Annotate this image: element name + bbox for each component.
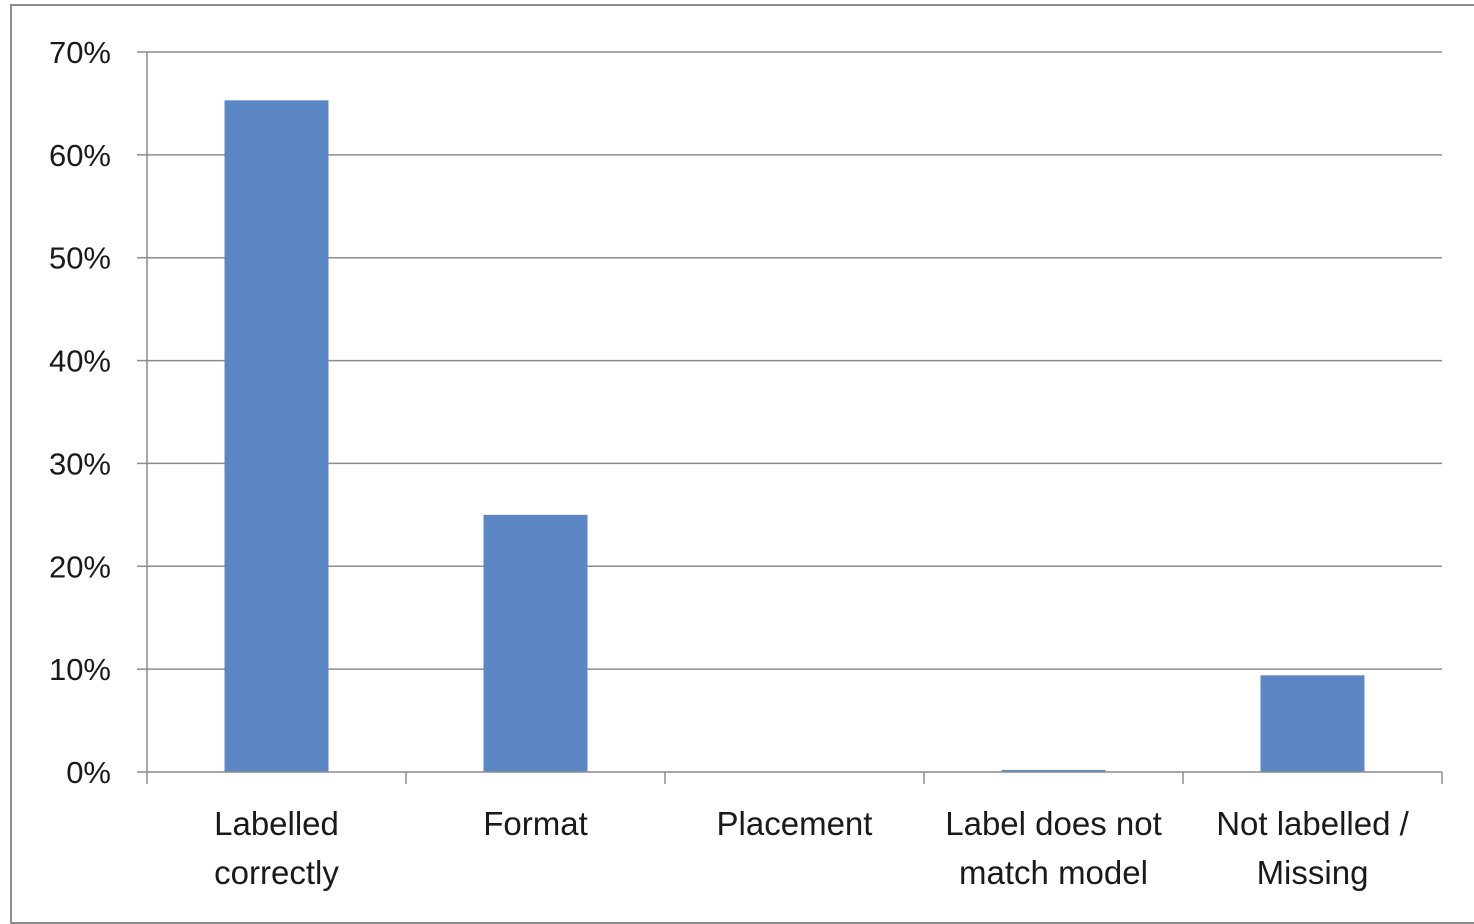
bar <box>483 514 588 772</box>
x-tick-label: Missing <box>1257 854 1369 891</box>
y-tick-label: 40% <box>49 344 111 379</box>
y-tick-label: 50% <box>49 241 111 276</box>
x-tick-label: correctly <box>214 854 339 891</box>
y-tick-label: 70% <box>49 35 111 70</box>
y-tick-label: 0% <box>66 755 111 790</box>
y-tick-label: 60% <box>49 138 111 173</box>
x-tick-labels: Labelled correctly Format Placement Label do… <box>214 805 1410 891</box>
bar <box>1260 675 1365 772</box>
y-tick-labels: 0% 10% 20% 30% 40% 50% 60% 70% <box>49 35 111 790</box>
gridlines <box>147 51 1442 670</box>
y-tick-label: 20% <box>49 549 111 584</box>
x-tick-label: Placement <box>717 805 873 842</box>
x-tick-label: Not labelled / <box>1216 805 1409 842</box>
x-tick-label: Label does not <box>945 805 1162 842</box>
y-tick-label: 10% <box>49 652 111 687</box>
bar <box>224 100 329 773</box>
x-tick-label: Format <box>483 805 588 842</box>
bar <box>1001 769 1106 772</box>
x-tick-label: match model <box>959 854 1148 891</box>
x-tick-label: Labelled <box>214 805 339 842</box>
axes <box>137 51 1443 784</box>
bars <box>224 100 1365 773</box>
y-tick-label: 30% <box>49 446 111 481</box>
